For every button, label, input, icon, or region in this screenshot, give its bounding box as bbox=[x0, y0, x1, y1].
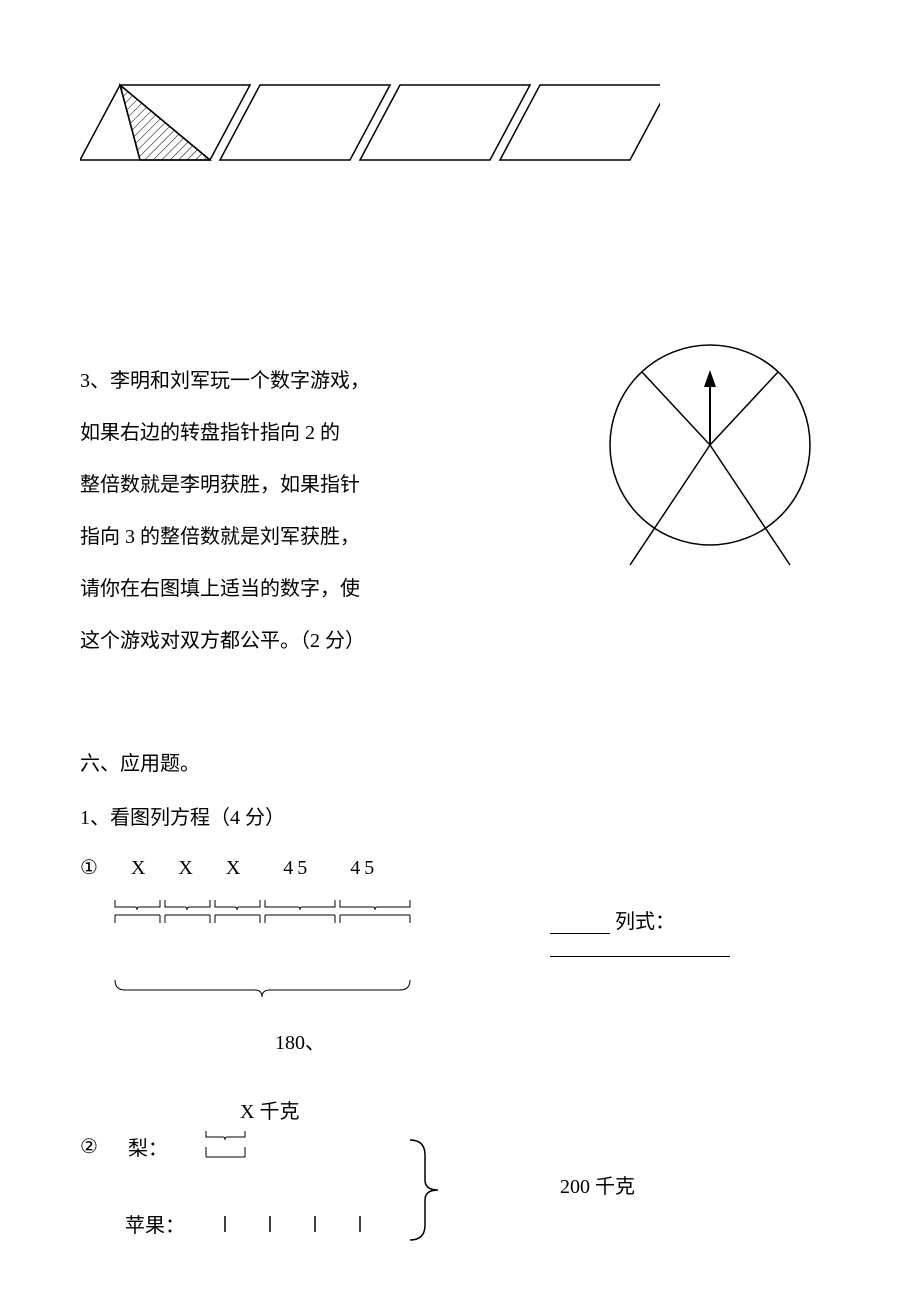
formula-underline-2 bbox=[550, 956, 730, 957]
formula-underline-1 bbox=[550, 933, 610, 934]
q1-sub2: X 千克 ② 梨： 200 千克 苹果： bbox=[80, 1095, 840, 1238]
q1-sub1-label-1: X bbox=[178, 857, 196, 879]
question-1-header: 1、看图列方程（4 分） bbox=[80, 801, 840, 830]
q1-sub1-total: 180、 bbox=[275, 1026, 840, 1055]
parallelograms-figure bbox=[80, 80, 840, 175]
question-1-title: 1、看图列方程（4 分） bbox=[80, 807, 285, 829]
q1-sub1-labels: ① X X X 45 45 bbox=[80, 855, 840, 880]
brace-200 bbox=[400, 1135, 450, 1251]
q3-line-5: 这个游戏对双方都公平。（2 分） bbox=[80, 615, 540, 667]
parallelogram-svg bbox=[80, 80, 660, 170]
q1-sub1-svg bbox=[110, 895, 430, 1005]
q1-sub1-label-3: 45 bbox=[283, 857, 311, 879]
q1-sub1-label-4: 45 bbox=[350, 857, 378, 879]
kg-200-label: 200 千克 bbox=[560, 1170, 635, 1199]
formula-line: 列式： bbox=[550, 905, 840, 957]
pear-segment-svg bbox=[198, 1129, 258, 1164]
formula-prefix: 列式： bbox=[615, 911, 675, 933]
q1-sub2-marker: ② bbox=[80, 1134, 98, 1159]
q1-sub1-marker: ① bbox=[80, 857, 102, 879]
spinner-svg bbox=[580, 335, 840, 575]
q3-line-3: 指向 3 的整倍数就是刘军获胜， bbox=[80, 511, 540, 563]
brace-200-svg bbox=[400, 1135, 450, 1245]
apple-row: 苹果： bbox=[80, 1209, 840, 1238]
question-3: 3、李明和刘军玩一个数字游戏， 如果右边的转盘指针指向 2 的 整倍数就是李明获… bbox=[80, 355, 840, 667]
q1-sub1-label-0: X bbox=[131, 857, 149, 879]
x-kg-label: X 千克 bbox=[240, 1095, 840, 1124]
q3-line-2: 整倍数就是李明获胜，如果指针 bbox=[80, 459, 540, 511]
pear-row: ② 梨： bbox=[80, 1129, 840, 1164]
q3-line-1: 如果右边的转盘指针指向 2 的 bbox=[80, 407, 540, 459]
apple-label: 苹果： bbox=[125, 1209, 185, 1238]
section-6-header: 六、应用题。 bbox=[80, 747, 840, 776]
section-6-title: 六、应用题。 bbox=[80, 753, 200, 775]
q3-line-0: 3、李明和刘军玩一个数字游戏， bbox=[80, 355, 540, 407]
q1-sub1: ① X X X 45 45 bbox=[80, 855, 840, 1055]
question-3-text: 3、李明和刘军玩一个数字游戏， 如果右边的转盘指针指向 2 的 整倍数就是李明获… bbox=[80, 355, 540, 667]
q3-line-4: 请你在右图填上适当的数字，使 bbox=[80, 563, 540, 615]
spinner-diagram bbox=[580, 335, 840, 580]
q1-sub1-diagram: 列式： bbox=[110, 895, 840, 1011]
pear-label: 梨： bbox=[128, 1132, 168, 1161]
apple-segment-svg bbox=[220, 1214, 380, 1234]
q1-sub1-label-2: X bbox=[226, 857, 244, 879]
